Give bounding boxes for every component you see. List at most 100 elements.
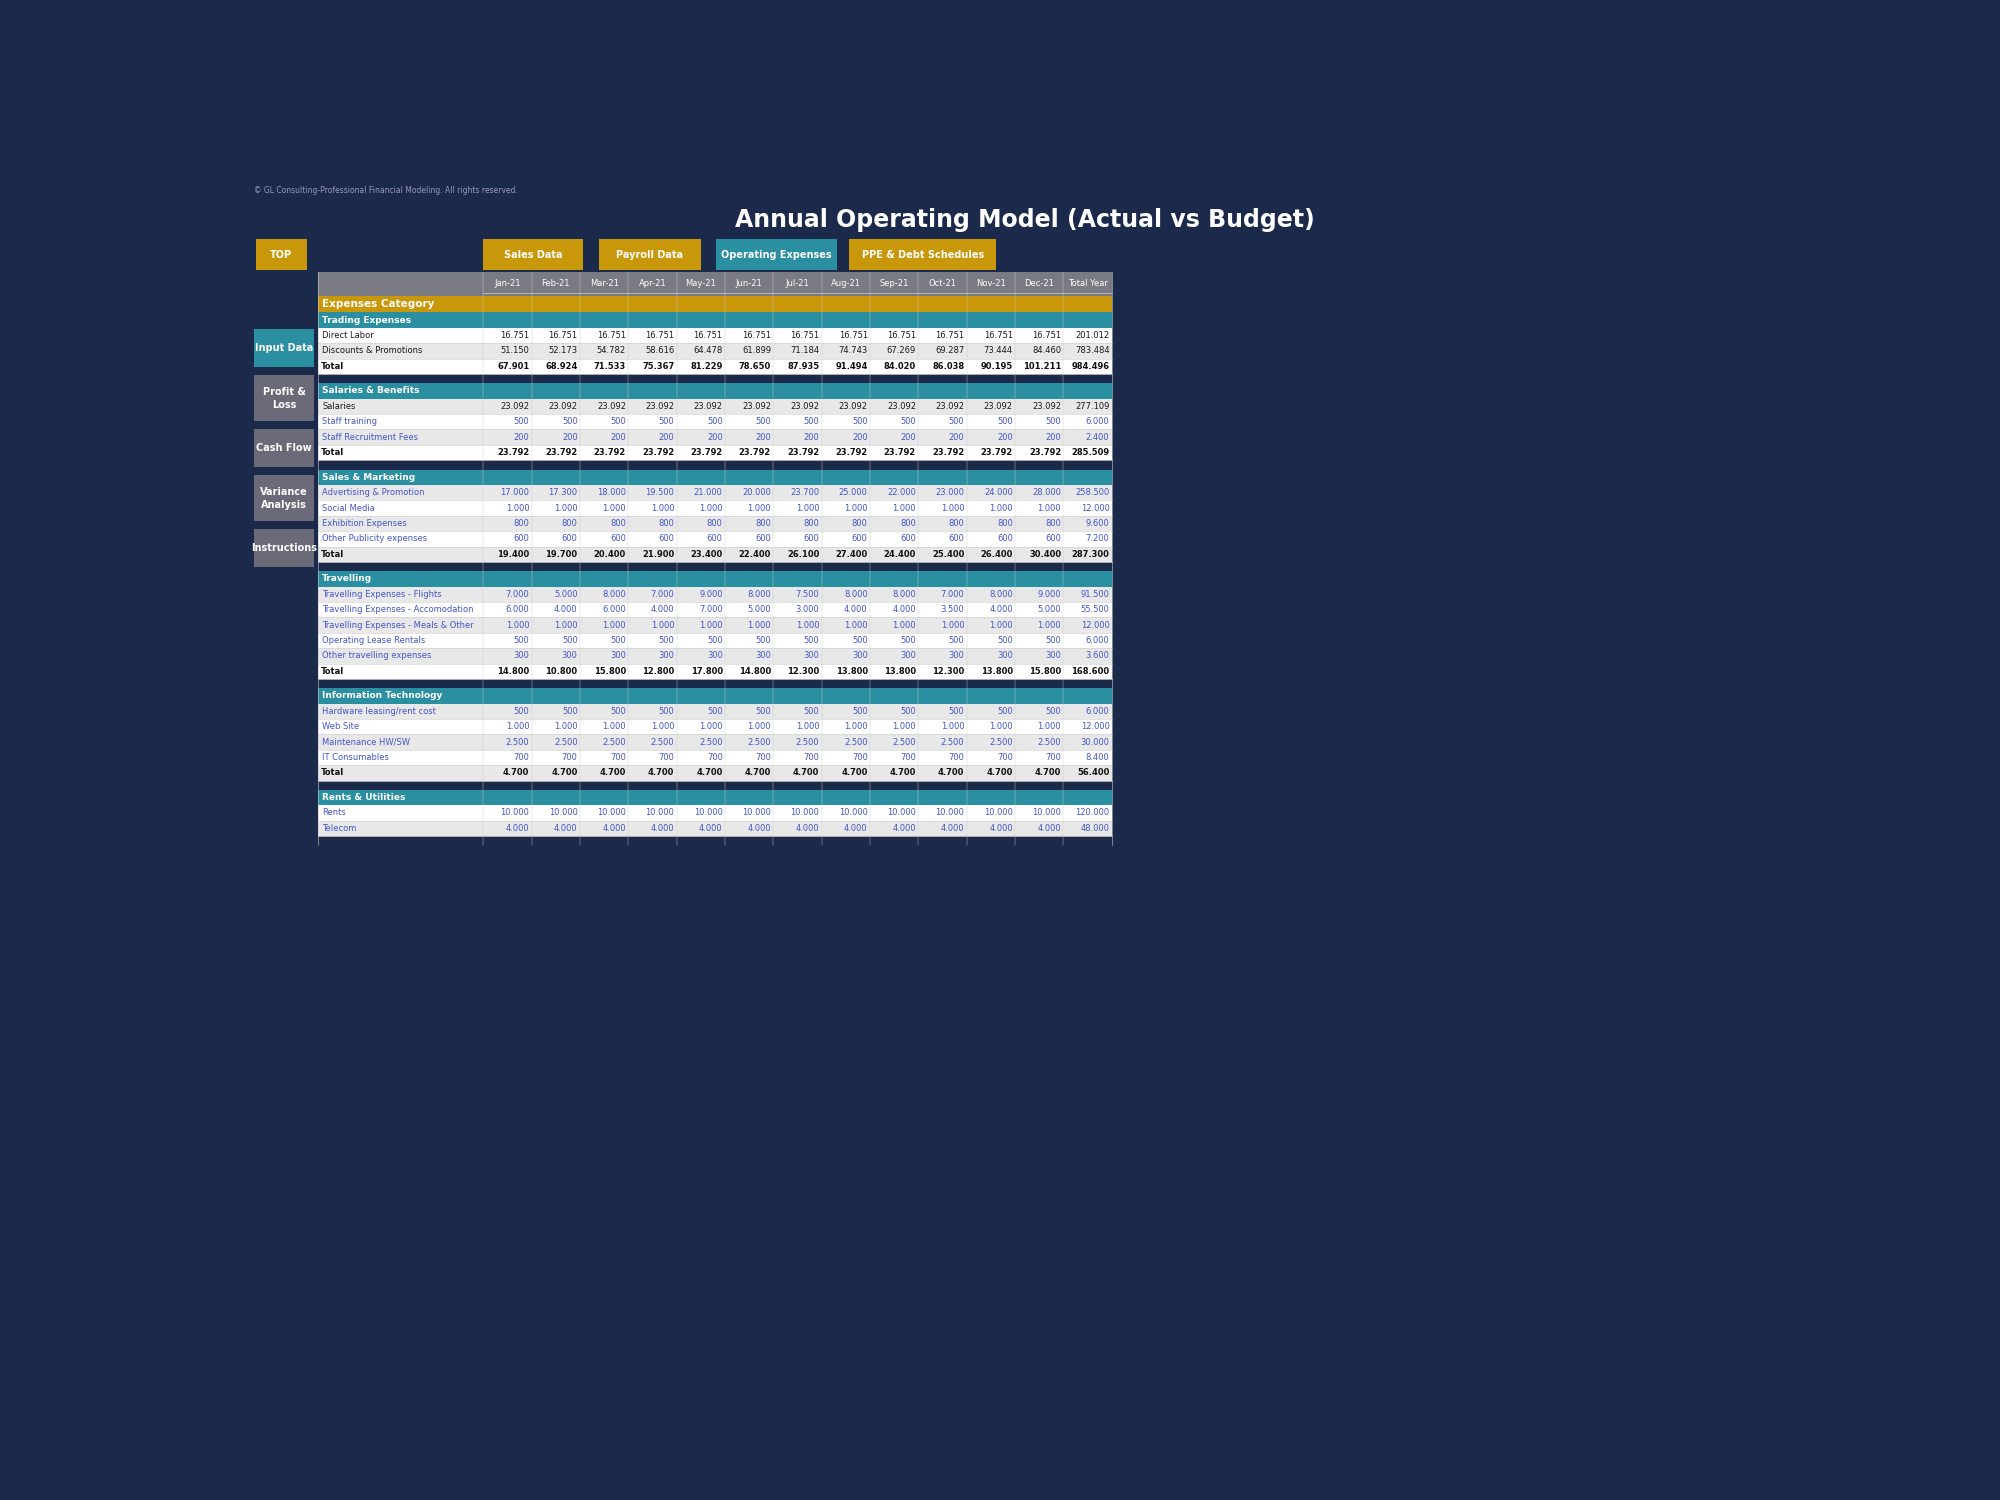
Text: Staff training: Staff training bbox=[322, 417, 378, 426]
Text: 120.000: 120.000 bbox=[1076, 808, 1110, 818]
Text: 500: 500 bbox=[706, 706, 722, 716]
FancyBboxPatch shape bbox=[318, 296, 1112, 312]
Text: 300: 300 bbox=[756, 651, 772, 660]
Text: 2.500: 2.500 bbox=[748, 738, 772, 747]
Text: Sales & Marketing: Sales & Marketing bbox=[322, 472, 416, 482]
Text: 500: 500 bbox=[514, 417, 530, 426]
Text: 600: 600 bbox=[996, 534, 1012, 543]
Text: 600: 600 bbox=[948, 534, 964, 543]
Text: 500: 500 bbox=[900, 417, 916, 426]
Text: 4.000: 4.000 bbox=[650, 604, 674, 613]
Text: 800: 800 bbox=[514, 519, 530, 528]
Text: 1.000: 1.000 bbox=[554, 504, 578, 513]
Text: 4.000: 4.000 bbox=[892, 604, 916, 613]
Text: 700: 700 bbox=[948, 753, 964, 762]
Text: 2.500: 2.500 bbox=[602, 738, 626, 747]
Text: 168.600: 168.600 bbox=[1072, 668, 1110, 676]
Text: 700: 700 bbox=[804, 753, 820, 762]
Text: 19.700: 19.700 bbox=[546, 549, 578, 558]
Text: 4.700: 4.700 bbox=[890, 768, 916, 777]
Text: 9.600: 9.600 bbox=[1086, 519, 1110, 528]
FancyBboxPatch shape bbox=[318, 312, 1112, 328]
Text: 1.000: 1.000 bbox=[990, 722, 1012, 730]
Text: 13.800: 13.800 bbox=[884, 668, 916, 676]
Text: 600: 600 bbox=[1046, 534, 1062, 543]
Text: 6.000: 6.000 bbox=[1086, 706, 1110, 716]
Text: 500: 500 bbox=[1046, 706, 1062, 716]
Text: 5.000: 5.000 bbox=[748, 604, 772, 613]
Text: 4.700: 4.700 bbox=[794, 768, 820, 777]
Text: 700: 700 bbox=[658, 753, 674, 762]
Text: 2.500: 2.500 bbox=[554, 738, 578, 747]
Text: 600: 600 bbox=[804, 534, 820, 543]
Text: 300: 300 bbox=[804, 651, 820, 660]
Text: 58.616: 58.616 bbox=[646, 346, 674, 355]
Text: 23.792: 23.792 bbox=[738, 448, 772, 458]
Text: Web Site: Web Site bbox=[322, 722, 360, 730]
Text: 23.092: 23.092 bbox=[838, 402, 868, 411]
Text: 23.400: 23.400 bbox=[690, 549, 722, 558]
Text: PPE & Debt Schedules: PPE & Debt Schedules bbox=[862, 249, 984, 259]
Text: Jun-21: Jun-21 bbox=[736, 279, 762, 288]
Text: 2.500: 2.500 bbox=[990, 738, 1012, 747]
Text: Total Year: Total Year bbox=[1068, 279, 1108, 288]
Text: 25.000: 25.000 bbox=[838, 488, 868, 496]
Text: 200: 200 bbox=[514, 432, 530, 441]
Text: 1.000: 1.000 bbox=[650, 504, 674, 513]
Text: 5.000: 5.000 bbox=[1038, 604, 1062, 613]
Text: 300: 300 bbox=[900, 651, 916, 660]
Text: 55.500: 55.500 bbox=[1080, 604, 1110, 613]
Text: 287.300: 287.300 bbox=[1072, 549, 1110, 558]
Text: 8.000: 8.000 bbox=[602, 590, 626, 598]
Text: Expenses Category: Expenses Category bbox=[322, 298, 434, 309]
Text: Social Media: Social Media bbox=[322, 504, 374, 513]
Text: 500: 500 bbox=[852, 706, 868, 716]
Text: 500: 500 bbox=[706, 636, 722, 645]
Text: 1.000: 1.000 bbox=[554, 722, 578, 730]
Text: 1.000: 1.000 bbox=[748, 722, 772, 730]
Text: 800: 800 bbox=[900, 519, 916, 528]
Text: 5.000: 5.000 bbox=[554, 590, 578, 598]
FancyBboxPatch shape bbox=[318, 399, 1112, 414]
Text: Staff Recruitment Fees: Staff Recruitment Fees bbox=[322, 432, 418, 441]
Text: Trading Expenses: Trading Expenses bbox=[322, 315, 412, 324]
Text: Travelling Expenses - Accomodation: Travelling Expenses - Accomodation bbox=[322, 604, 474, 613]
Text: Input Data: Input Data bbox=[254, 344, 314, 352]
Text: 30.400: 30.400 bbox=[1030, 549, 1062, 558]
Text: 1.000: 1.000 bbox=[1038, 504, 1062, 513]
Text: 13.800: 13.800 bbox=[836, 668, 868, 676]
Text: 800: 800 bbox=[706, 519, 722, 528]
Text: 4.000: 4.000 bbox=[748, 824, 772, 833]
FancyBboxPatch shape bbox=[318, 688, 1112, 703]
Text: 64.478: 64.478 bbox=[694, 346, 722, 355]
Text: 1.000: 1.000 bbox=[1038, 722, 1062, 730]
Text: 1.000: 1.000 bbox=[940, 504, 964, 513]
Text: 10.000: 10.000 bbox=[984, 808, 1012, 818]
FancyBboxPatch shape bbox=[250, 180, 1800, 1335]
Text: 26.100: 26.100 bbox=[788, 549, 820, 558]
Text: 4.700: 4.700 bbox=[696, 768, 722, 777]
Text: 84.020: 84.020 bbox=[884, 362, 916, 370]
Text: Feb-21: Feb-21 bbox=[542, 279, 570, 288]
Text: 500: 500 bbox=[658, 706, 674, 716]
Text: 16.751: 16.751 bbox=[1032, 332, 1062, 340]
Text: Jan-21: Jan-21 bbox=[494, 279, 520, 288]
FancyBboxPatch shape bbox=[318, 586, 1112, 602]
Text: 1.000: 1.000 bbox=[796, 621, 820, 630]
Text: 10.000: 10.000 bbox=[548, 808, 578, 818]
Text: 4.000: 4.000 bbox=[602, 824, 626, 833]
Text: 300: 300 bbox=[610, 651, 626, 660]
Text: Discounts & Promotions: Discounts & Promotions bbox=[322, 346, 422, 355]
Text: 200: 200 bbox=[948, 432, 964, 441]
Text: 24.400: 24.400 bbox=[884, 549, 916, 558]
Text: 86.038: 86.038 bbox=[932, 362, 964, 370]
Text: 1.000: 1.000 bbox=[748, 621, 772, 630]
Text: Sales Data: Sales Data bbox=[504, 249, 562, 259]
Text: 23.792: 23.792 bbox=[980, 448, 1012, 458]
Text: 7.000: 7.000 bbox=[698, 604, 722, 613]
Text: 20.000: 20.000 bbox=[742, 488, 772, 496]
Text: 500: 500 bbox=[610, 417, 626, 426]
Text: 200: 200 bbox=[900, 432, 916, 441]
Text: 3.600: 3.600 bbox=[1086, 651, 1110, 660]
Text: 2.500: 2.500 bbox=[940, 738, 964, 747]
